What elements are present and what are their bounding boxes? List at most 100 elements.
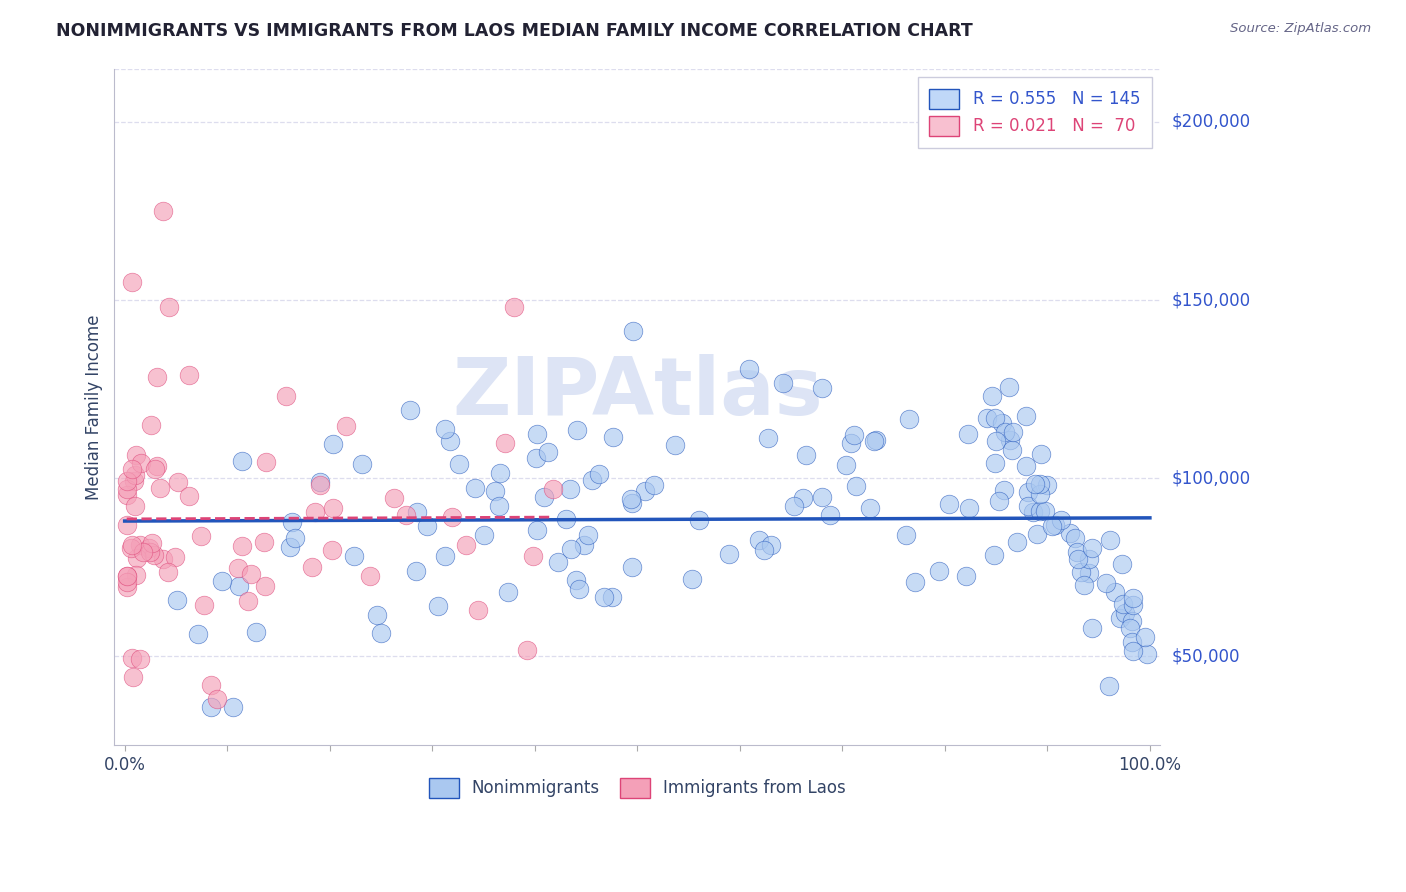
Point bbox=[842, 428, 865, 442]
Point bbox=[281, 516, 304, 530]
Point bbox=[322, 500, 344, 515]
Point bbox=[1098, 533, 1121, 547]
Point bbox=[467, 603, 489, 617]
Text: NONIMMIGRANTS VS IMMIGRANTS FROM LAOS MEDIAN FAMILY INCOME CORRELATION CHART: NONIMMIGRANTS VS IMMIGRANTS FROM LAOS ME… bbox=[56, 22, 973, 40]
Point bbox=[163, 550, 186, 565]
Text: Source: ZipAtlas.com: Source: ZipAtlas.com bbox=[1230, 22, 1371, 36]
Point bbox=[284, 531, 307, 545]
Point bbox=[149, 481, 172, 495]
Point bbox=[818, 508, 841, 522]
Point bbox=[565, 574, 588, 588]
Point bbox=[205, 692, 228, 706]
Point bbox=[567, 423, 589, 437]
Point bbox=[1112, 597, 1135, 611]
Point bbox=[484, 483, 506, 498]
Point bbox=[835, 458, 858, 473]
Point bbox=[121, 462, 143, 476]
Point bbox=[190, 529, 212, 543]
Point bbox=[1070, 565, 1092, 579]
Point bbox=[166, 475, 188, 489]
Point bbox=[1118, 621, 1140, 635]
Point bbox=[772, 376, 794, 390]
Point bbox=[239, 567, 262, 582]
Point bbox=[1050, 513, 1073, 527]
Point bbox=[1001, 425, 1024, 439]
Point bbox=[115, 568, 138, 582]
Point bbox=[350, 458, 373, 472]
Point bbox=[143, 462, 166, 476]
Point bbox=[1078, 566, 1101, 580]
Point bbox=[600, 590, 623, 604]
Point bbox=[494, 436, 516, 450]
Point bbox=[254, 455, 277, 469]
Point bbox=[568, 582, 591, 597]
Point bbox=[811, 381, 834, 395]
Point bbox=[522, 549, 544, 563]
Point bbox=[166, 593, 188, 607]
Point bbox=[231, 454, 253, 468]
Point bbox=[177, 368, 200, 382]
Point bbox=[193, 599, 215, 613]
Point bbox=[125, 448, 148, 462]
Point bbox=[115, 574, 138, 589]
Point bbox=[416, 519, 439, 533]
Point bbox=[994, 425, 1017, 440]
Point bbox=[526, 427, 548, 442]
Point bbox=[301, 560, 323, 574]
Point bbox=[998, 433, 1021, 447]
Point bbox=[488, 500, 510, 514]
Point bbox=[1017, 499, 1039, 513]
Point bbox=[1024, 476, 1046, 491]
Point bbox=[245, 624, 267, 639]
Point bbox=[1015, 409, 1038, 424]
Point bbox=[904, 574, 927, 589]
Point bbox=[576, 528, 599, 542]
Point bbox=[1114, 606, 1136, 620]
Point bbox=[524, 450, 547, 465]
Point bbox=[1080, 541, 1102, 556]
Text: $150,000: $150,000 bbox=[1171, 291, 1250, 309]
Point bbox=[253, 534, 276, 549]
Point bbox=[1043, 517, 1066, 532]
Point bbox=[124, 567, 146, 582]
Point bbox=[231, 539, 253, 553]
Point bbox=[121, 275, 143, 289]
Text: $50,000: $50,000 bbox=[1171, 648, 1240, 665]
Point bbox=[115, 569, 138, 583]
Point bbox=[125, 551, 148, 566]
Point bbox=[748, 533, 770, 547]
Point bbox=[142, 548, 165, 562]
Point bbox=[177, 489, 200, 503]
Point bbox=[643, 478, 665, 492]
Point bbox=[983, 456, 1005, 470]
Point bbox=[439, 434, 461, 448]
Point bbox=[1121, 634, 1143, 648]
Point bbox=[1035, 477, 1057, 491]
Point bbox=[157, 300, 180, 314]
Point bbox=[121, 538, 143, 552]
Point bbox=[141, 536, 163, 550]
Point bbox=[547, 555, 569, 569]
Point bbox=[1104, 584, 1126, 599]
Point bbox=[115, 488, 138, 502]
Point bbox=[1122, 644, 1144, 658]
Point bbox=[226, 560, 249, 574]
Point bbox=[129, 538, 152, 552]
Point bbox=[335, 419, 357, 434]
Point bbox=[581, 473, 603, 487]
Point bbox=[115, 474, 138, 488]
Point bbox=[634, 483, 657, 498]
Point bbox=[810, 491, 832, 505]
Point bbox=[138, 541, 160, 556]
Point bbox=[1098, 679, 1121, 693]
Point bbox=[560, 542, 582, 557]
Point bbox=[796, 448, 818, 462]
Point bbox=[1001, 443, 1024, 458]
Point bbox=[1095, 575, 1118, 590]
Point bbox=[533, 490, 555, 504]
Point bbox=[122, 670, 145, 684]
Text: $100,000: $100,000 bbox=[1171, 469, 1250, 487]
Point bbox=[124, 499, 146, 513]
Point bbox=[572, 538, 595, 552]
Point bbox=[152, 551, 174, 566]
